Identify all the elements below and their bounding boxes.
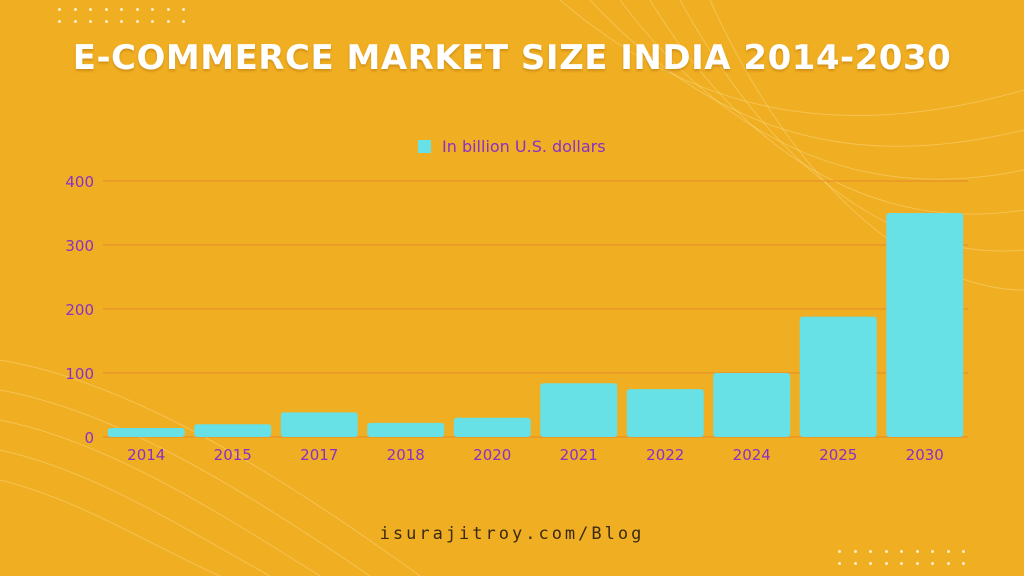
legend-swatch: [418, 140, 431, 153]
decor-dot: [58, 20, 61, 23]
decor-dot: [931, 550, 934, 553]
y-tick-label: 100: [65, 365, 94, 383]
decor-dot: [900, 550, 903, 553]
decor-dot: [869, 562, 872, 565]
decor-dot: [884, 562, 888, 565]
x-tick-label: 2015: [214, 446, 252, 464]
decor-dot: [151, 8, 154, 11]
bar-2017: [280, 412, 358, 437]
bar-2014: [107, 428, 185, 437]
x-tick-label: 2018: [387, 446, 425, 464]
decor-dot: [89, 20, 92, 23]
legend: In billion U.S. dollars: [418, 137, 606, 156]
chart-title: E-COMMERCE MARKET SIZE INDIA 2014-2030: [72, 38, 952, 78]
decor-dot: [915, 562, 919, 565]
x-tick-label: 2024: [733, 446, 771, 464]
bar-2020: [453, 417, 531, 437]
x-tick-label: 2017: [300, 446, 338, 464]
decor-dot: [135, 8, 139, 11]
decor-dot: [104, 20, 108, 23]
decor-dot: [89, 8, 92, 11]
bar-2024: [713, 373, 791, 437]
footer-url: isurajitroy.com/Blog: [379, 524, 645, 544]
x-tick-label: 2021: [560, 446, 598, 464]
x-tick-label: 2014: [127, 446, 165, 464]
decor-dot: [135, 20, 139, 23]
y-tick-label: 0: [84, 429, 94, 447]
decor-dot: [73, 8, 77, 11]
y-tick-label: 300: [65, 237, 94, 255]
decor-dot: [884, 550, 888, 553]
decor-dot: [58, 8, 61, 11]
x-tick-label: 2022: [646, 446, 684, 464]
decor-dot: [853, 550, 857, 553]
decor-dot: [838, 550, 841, 553]
bar-2015: [194, 424, 272, 437]
decor-dot: [931, 562, 934, 565]
decor-dot: [151, 20, 154, 23]
bar-2022: [626, 389, 704, 437]
decor-dot: [166, 20, 170, 23]
decor-dot: [120, 20, 123, 23]
decor-dot: [120, 8, 123, 11]
x-tick-label: 2020: [473, 446, 511, 464]
decor-dot: [900, 562, 903, 565]
decor-dot: [182, 20, 185, 23]
y-tick-label: 400: [65, 173, 94, 191]
bar-2025: [799, 316, 877, 437]
bar-2018: [367, 422, 445, 437]
x-tick-label: 2025: [819, 446, 857, 464]
decor-dot: [838, 562, 841, 565]
y-tick-label: 200: [65, 301, 94, 319]
legend-label: In billion U.S. dollars: [442, 137, 606, 156]
decor-dot: [73, 20, 77, 23]
decor-dot: [853, 562, 857, 565]
bar-2030: [886, 213, 964, 437]
decor-dot: [869, 550, 872, 553]
decor-dot: [946, 550, 950, 553]
decor-dot: [962, 550, 965, 553]
decor-dot: [182, 8, 185, 11]
decor-dot: [915, 550, 919, 553]
x-tick-label: 2030: [906, 446, 944, 464]
decor-dot: [166, 8, 170, 11]
decor-dot: [946, 562, 950, 565]
bar-2021: [540, 383, 618, 437]
decor-dot: [962, 562, 965, 565]
decor-dot: [104, 8, 108, 11]
